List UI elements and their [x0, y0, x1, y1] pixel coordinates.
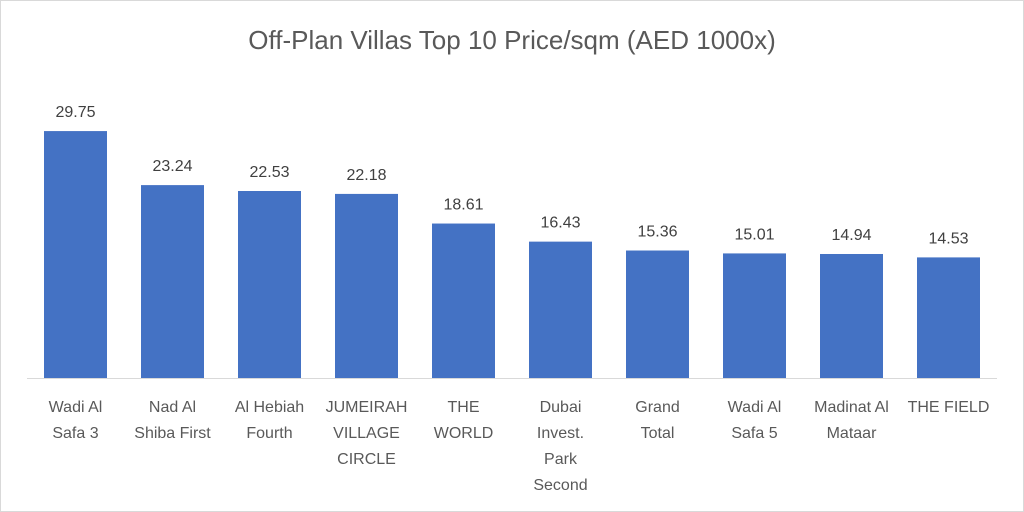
- data-label: 14.53: [928, 230, 968, 247]
- category-label: Park: [544, 451, 578, 468]
- category-label: Total: [641, 425, 675, 442]
- category-label: Shiba First: [134, 425, 211, 442]
- bar: [723, 253, 786, 378]
- category-label: THE: [448, 399, 480, 416]
- category-label: Wadi Al: [49, 399, 103, 416]
- category-label: THE FIELD: [908, 399, 990, 416]
- data-label: 22.18: [346, 167, 386, 184]
- category-label: Safa 3: [52, 425, 98, 442]
- category-label: Nad Al: [149, 399, 196, 416]
- bar: [529, 241, 592, 378]
- bar: [238, 191, 301, 378]
- bar: [141, 185, 204, 378]
- category-label: Grand: [635, 399, 679, 416]
- data-label: 29.75: [55, 104, 95, 121]
- data-label: 15.36: [637, 224, 677, 241]
- data-label: 22.53: [249, 164, 289, 181]
- data-label: 23.24: [152, 158, 192, 175]
- category-label: Madinat Al: [814, 399, 889, 416]
- category-label: Second: [533, 477, 587, 494]
- bar: [820, 253, 883, 378]
- category-label: Dubai: [540, 399, 582, 416]
- category-label: WORLD: [434, 425, 494, 442]
- category-label: Wadi Al: [728, 399, 782, 416]
- data-label: 16.43: [540, 215, 580, 232]
- bar: [432, 223, 495, 378]
- category-label: Invest.: [537, 425, 584, 442]
- category-label: Mataar: [827, 425, 877, 442]
- bar: [917, 257, 980, 378]
- data-label: 15.01: [734, 226, 774, 243]
- category-label: VILLAGE: [333, 425, 400, 442]
- bar: [44, 131, 107, 378]
- bar: [626, 250, 689, 378]
- category-label: CIRCLE: [337, 451, 396, 468]
- category-label: JUMEIRAH: [326, 399, 408, 416]
- bar: [335, 193, 398, 378]
- chart-title: Off-Plan Villas Top 10 Price/sqm (AED 10…: [248, 25, 776, 55]
- data-label: 18.61: [443, 197, 483, 214]
- data-label: 14.94: [831, 227, 871, 244]
- category-label: Al Hebiah: [235, 399, 304, 416]
- category-label: Fourth: [246, 425, 292, 442]
- category-label: Safa 5: [731, 425, 777, 442]
